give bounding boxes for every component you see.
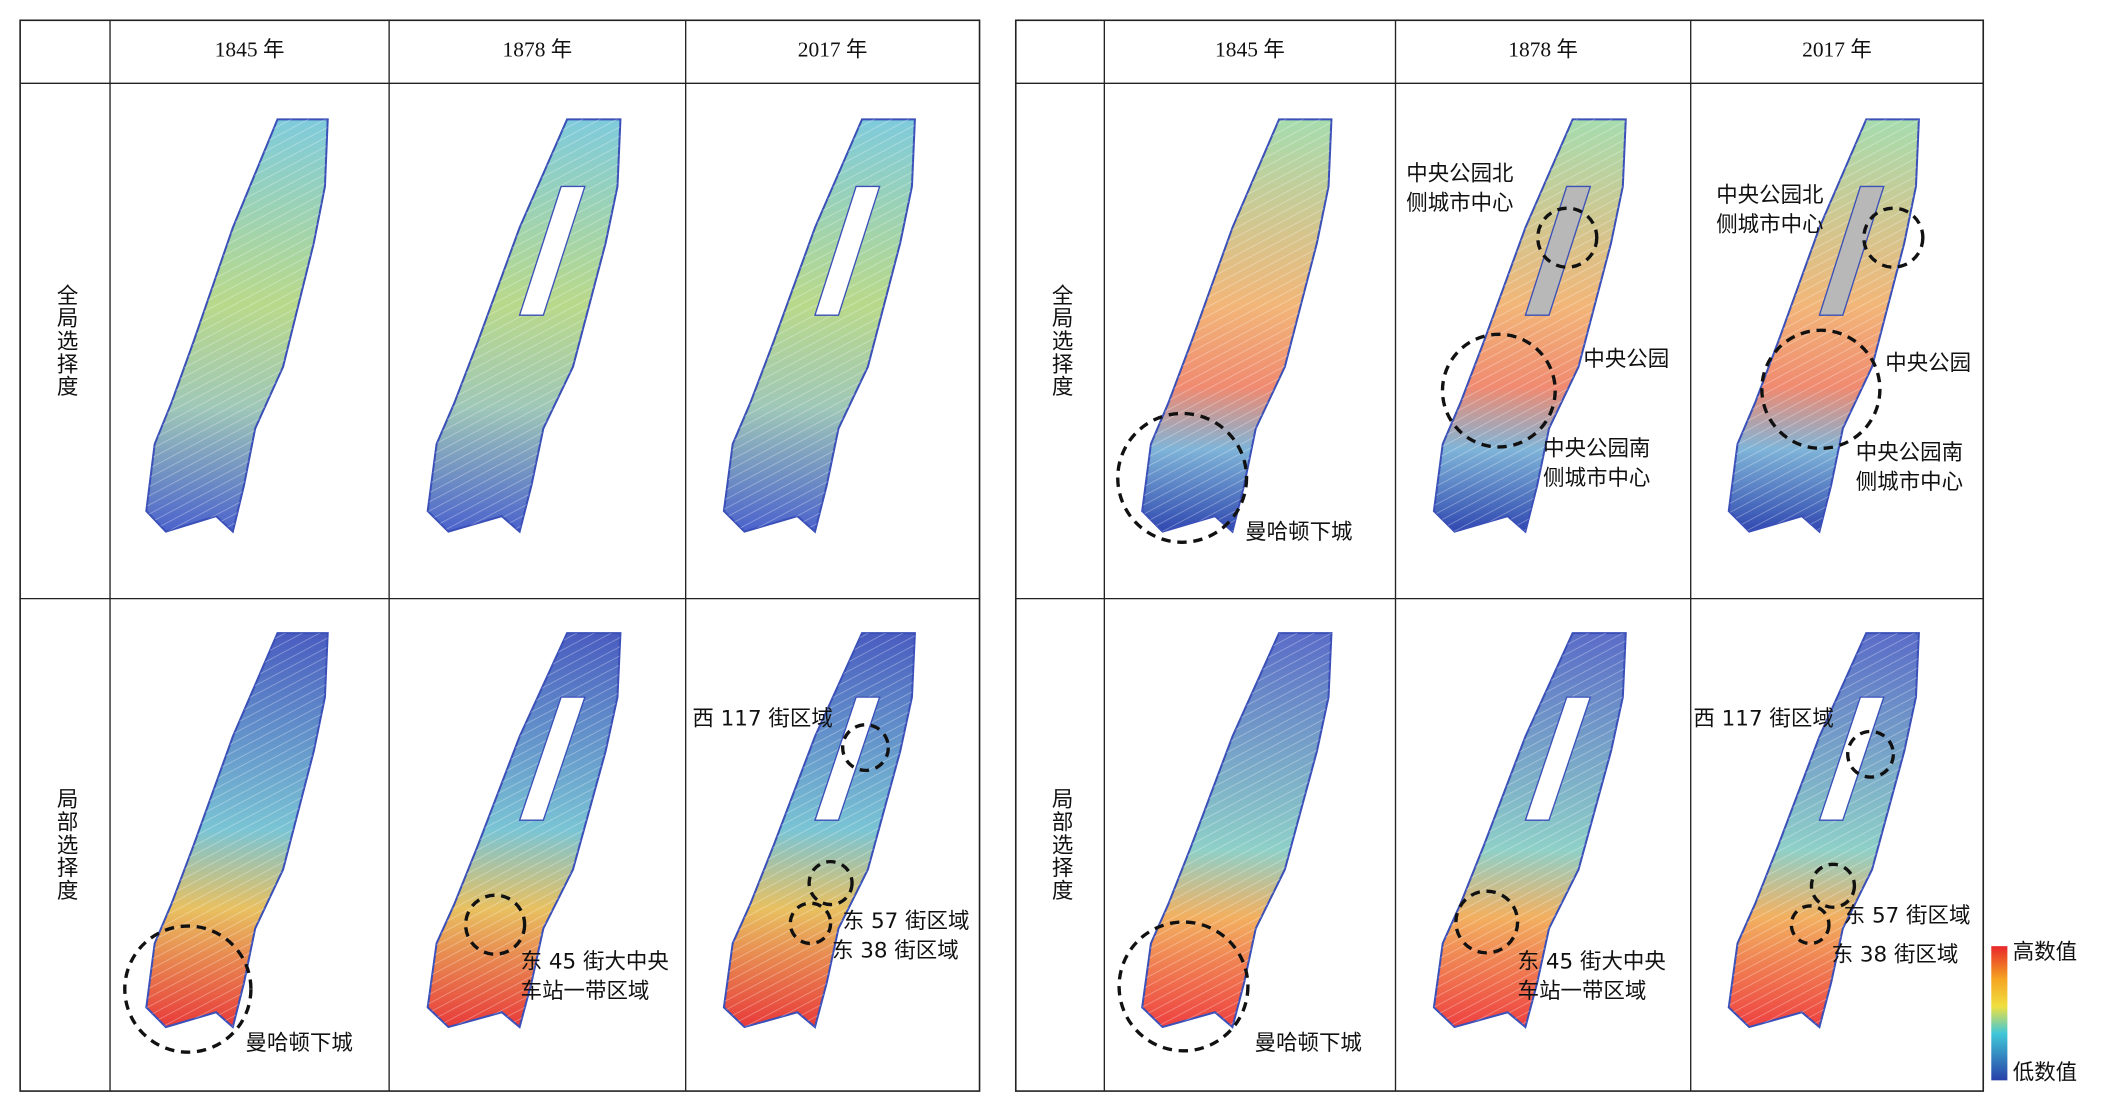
highlight-circle xyxy=(463,893,527,956)
annotation: 侧城市中心 xyxy=(1543,466,1650,491)
highlight-circle xyxy=(1117,920,1250,1053)
annotation: 中央公园 xyxy=(1583,347,1669,372)
map-texture xyxy=(427,119,621,532)
highlight-circle xyxy=(1440,332,1557,449)
highlight-circle xyxy=(1760,328,1882,451)
column-header: 1878 年 xyxy=(503,38,573,62)
annotation: 东 45 街大中央 xyxy=(1518,949,1666,974)
annotation: 曼哈顿下城 xyxy=(1245,520,1352,545)
legend-bar xyxy=(1991,946,2008,1081)
column-header: 1845 年 xyxy=(215,38,285,62)
highlight-circle xyxy=(807,859,854,907)
annotation: 中央公园南 xyxy=(1543,437,1650,462)
annotation: 中央公园北 xyxy=(1406,162,1513,187)
highlight-circle xyxy=(1789,904,1831,946)
annotation: 西 117 街区域 xyxy=(692,706,832,731)
panel-frame xyxy=(1014,19,1985,1092)
highlight-circle xyxy=(1862,206,1925,269)
annotation: 西 117 街区域 xyxy=(1693,706,1833,731)
row-label: 全局选择度 xyxy=(53,284,78,398)
park xyxy=(1818,696,1885,821)
highlight-circle xyxy=(1846,729,1896,779)
annotation: 东 45 街大中央 xyxy=(521,949,669,974)
highlight-circle xyxy=(1116,411,1249,544)
column-header: 2017 年 xyxy=(1802,38,1872,62)
park xyxy=(1524,696,1592,821)
annotation: 东 57 街区域 xyxy=(1844,904,1971,929)
annotation: 侧城市中心 xyxy=(1856,470,1963,495)
map-texture xyxy=(146,119,328,532)
highlight-circle xyxy=(788,901,833,946)
row-label: 局部选择度 xyxy=(53,788,78,902)
annotation: 东 38 街区域 xyxy=(1832,943,1959,968)
annotation: 中央公园南 xyxy=(1856,441,1963,466)
annotation: 曼哈顿下城 xyxy=(1255,1031,1362,1056)
park xyxy=(518,185,586,316)
column-header: 1878 年 xyxy=(1508,38,1578,62)
map-texture xyxy=(723,633,915,1028)
park xyxy=(814,696,881,821)
annotation: 侧城市中心 xyxy=(1406,191,1513,216)
map-texture xyxy=(146,633,328,1028)
row-label: 全局选择度 xyxy=(1048,284,1073,398)
highlight-circle xyxy=(1536,206,1599,269)
highlight-circle xyxy=(1454,889,1520,955)
annotation: 曼哈顿下城 xyxy=(246,1031,353,1056)
park xyxy=(1524,185,1592,316)
highlight-circle xyxy=(840,723,890,773)
annotation: 侧城市中心 xyxy=(1716,213,1823,238)
highlight-circle xyxy=(123,924,253,1054)
annotation: 车站一带区域 xyxy=(1518,979,1647,1004)
row-label: 局部选择度 xyxy=(1048,788,1073,902)
park xyxy=(518,696,586,821)
annotation: 车站一带区域 xyxy=(521,979,650,1004)
map-texture xyxy=(1142,119,1332,532)
map-texture xyxy=(1142,633,1332,1028)
map-texture xyxy=(1728,633,1919,1028)
column-header: 2017 年 xyxy=(798,38,868,62)
annotation: 中央公园北 xyxy=(1716,183,1823,208)
park xyxy=(814,185,881,316)
annotation: 东 38 街区域 xyxy=(832,939,959,964)
annotation: 中央公园 xyxy=(1885,351,1971,376)
map-texture xyxy=(723,119,915,532)
legend-low: 低数值 xyxy=(2013,1061,2077,1086)
column-header: 1845 年 xyxy=(1215,38,1285,62)
highlight-circle xyxy=(1809,862,1857,909)
legend-high: 高数值 xyxy=(2013,940,2077,965)
park xyxy=(1818,185,1885,316)
panel-frame xyxy=(19,19,981,1092)
annotation: 东 57 街区域 xyxy=(843,909,970,934)
